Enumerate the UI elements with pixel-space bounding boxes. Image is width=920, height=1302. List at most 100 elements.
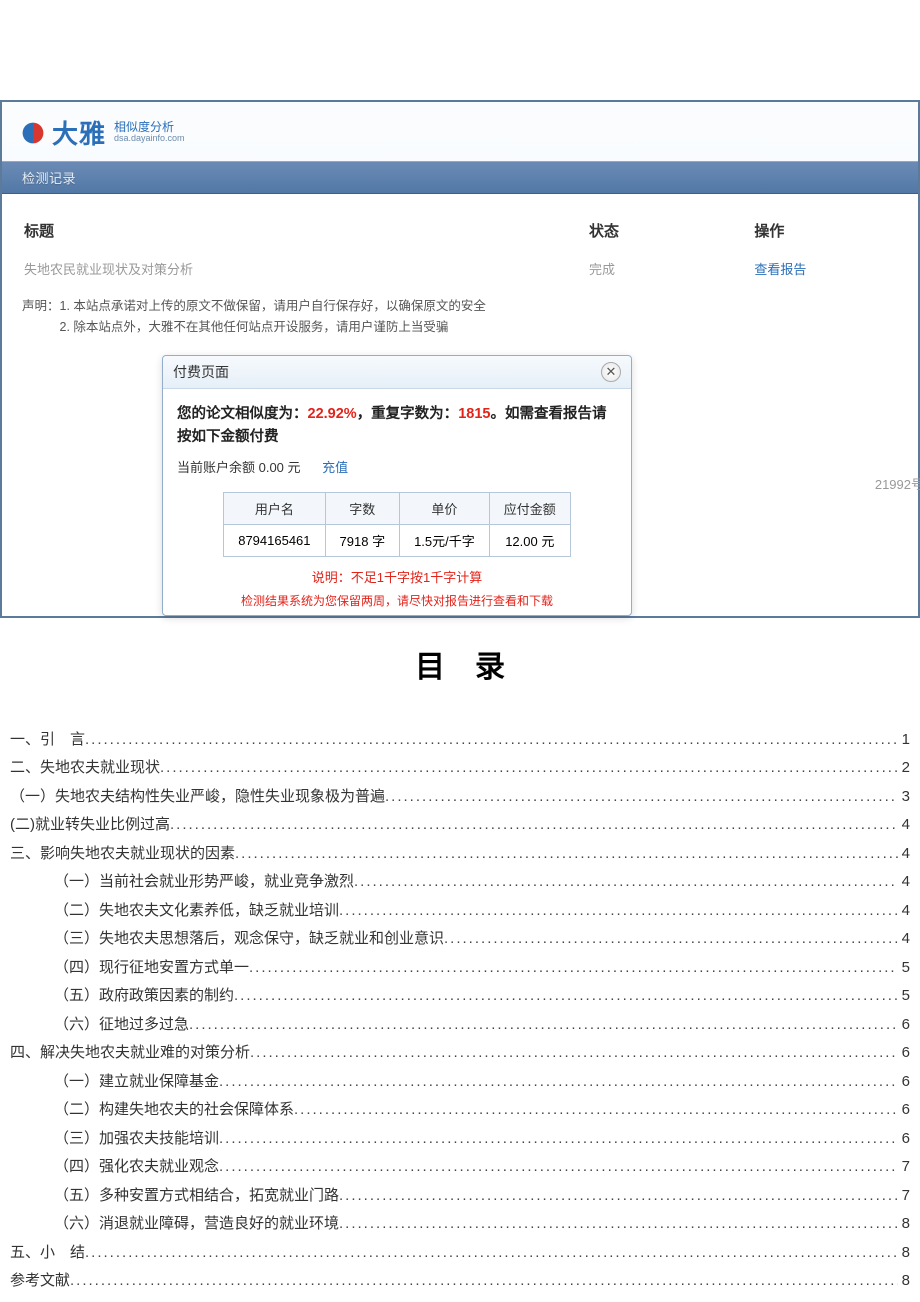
- toc-label: 一、引 言: [10, 726, 85, 755]
- repeat-count: 1815: [458, 406, 490, 422]
- modal-titlebar: 付费页面 ✕: [163, 356, 631, 389]
- toc-label: （三）失地农夫思想落后，观念保守，缺乏就业和创业意识: [54, 925, 444, 954]
- toc-label: (二)就业转失业比例过高: [10, 811, 170, 840]
- toc-entry[interactable]: （四）强化农夫就业观念 7: [10, 1153, 910, 1182]
- toc-entry[interactable]: 五、小 结 8: [10, 1239, 910, 1268]
- toc-page: 6: [898, 1039, 910, 1068]
- table-of-contents: 一、引 言 1二、失地农夫就业现状 2（一）失地农夫结构性失业严峻，隐性失业现象…: [0, 726, 920, 1296]
- toc-entry[interactable]: 一、引 言 1: [10, 726, 910, 755]
- main-content: 标题 状态 操作 失地农民就业现状及对策分析 完成 查看报告 声明：1. 本站点…: [2, 194, 918, 616]
- disclaimer: 声明：1. 本站点承诺对上传的原文不做保留，请用户自行保存好，以确保原文的安全 …: [2, 288, 918, 343]
- payment-modal: 付费页面 ✕ 您的论文相似度为：22.92%，重复字数为：1815。如需查看报告…: [162, 355, 632, 616]
- toc-page: 4: [898, 925, 910, 954]
- disclaimer-line: 2. 除本站点外，大雅不在其他任何站点开设服务，请用户谨防上当受骗: [22, 317, 898, 338]
- toc-label: （二）构建失地农夫的社会保障体系: [54, 1096, 294, 1125]
- similarity-value: 22.92%: [308, 406, 357, 422]
- table-row: 失地农民就业现状及对策分析 完成 查看报告: [4, 251, 916, 286]
- toc-label: （五）政府政策因素的制约: [54, 982, 234, 1011]
- toc-entry[interactable]: （五）多种安置方式相结合，拓宽就业门路 7: [10, 1182, 910, 1211]
- toc-entry[interactable]: （三）失地农夫思想落后，观念保守，缺乏就业和创业意识 4: [10, 925, 910, 954]
- records-table: 标题 状态 操作 失地农民就业现状及对策分析 完成 查看报告: [2, 210, 918, 288]
- toc-leader-dots: [354, 868, 898, 897]
- toc-entry[interactable]: （一）建立就业保障基金 6: [10, 1068, 910, 1097]
- toc-leader-dots: [250, 1039, 898, 1068]
- balance-label: 当前账户余额 0.00 元: [177, 460, 301, 475]
- toc-entry[interactable]: 参考文献 8: [10, 1267, 910, 1296]
- toc-leader-dots: [339, 897, 898, 926]
- col-title: 标题: [4, 212, 567, 249]
- price-table: 用户名 字数 单价 应付金额 8794165461 7918 字 1.5元/千字…: [223, 492, 571, 557]
- toc-label: （六）消退就业障碍，营造良好的就业环境: [54, 1210, 339, 1239]
- col-action: 操作: [734, 212, 916, 249]
- price-cell: 8794165461: [224, 524, 325, 556]
- close-icon: ✕: [606, 364, 617, 380]
- cell-status: 完成: [569, 251, 732, 286]
- toc-page: 2: [898, 754, 910, 783]
- side-serial: 21992号: [875, 474, 920, 493]
- toc-label: （一）失地农夫结构性失业严峻，隐性失业现象极为普遍: [10, 783, 385, 812]
- toc-page: 6: [898, 1068, 910, 1097]
- logo-icon: [20, 120, 46, 146]
- price-cell: 7918 字: [325, 524, 400, 556]
- toc-entry[interactable]: （六）消退就业障碍，营造良好的就业环境 8: [10, 1210, 910, 1239]
- toc-leader-dots: [160, 754, 898, 783]
- toc-leader-dots: [170, 811, 898, 840]
- price-col: 用户名: [224, 492, 325, 524]
- toc-entry[interactable]: （一）当前社会就业形势严峻，就业竞争激烈 4: [10, 868, 910, 897]
- price-col: 应付金额: [489, 492, 570, 524]
- modal-body: 您的论文相似度为：22.92%，重复字数为：1815。如需查看报告请按如下金额付…: [163, 389, 631, 615]
- toc-page: 4: [898, 811, 910, 840]
- nav-tab-records[interactable]: 检测记录: [2, 161, 918, 194]
- toc-leader-dots: [189, 1011, 898, 1040]
- toc-entry[interactable]: （三）加强农夫技能培训 6: [10, 1125, 910, 1154]
- toc-leader-dots: [85, 726, 898, 755]
- toc-leader-dots: [219, 1068, 898, 1097]
- toc-leader-dots: [339, 1210, 898, 1239]
- toc-entry[interactable]: （六）征地过多过急 6: [10, 1011, 910, 1040]
- toc-leader-dots: [234, 982, 898, 1011]
- toc-leader-dots: [235, 840, 898, 869]
- toc-entry[interactable]: （五）政府政策因素的制约 5: [10, 982, 910, 1011]
- cell-title: 失地农民就业现状及对策分析: [4, 251, 567, 286]
- disclaimer-line: 声明：1. 本站点承诺对上传的原文不做保留，请用户自行保存好，以确保原文的安全: [22, 296, 898, 317]
- view-report-link[interactable]: 查看报告: [754, 262, 806, 277]
- rounding-note: 说明：不足1千字按1千字计算: [177, 567, 617, 586]
- toc-page: 6: [898, 1096, 910, 1125]
- toc-label: （五）多种安置方式相结合，拓宽就业门路: [54, 1182, 339, 1211]
- toc-label: 三、影响失地农夫就业现状的因素: [10, 840, 235, 869]
- toc-entry[interactable]: （二）失地农夫文化素养低，缺乏就业培训 4: [10, 897, 910, 926]
- toc-label: （一）建立就业保障基金: [54, 1068, 219, 1097]
- toc-entry[interactable]: （四）现行征地安置方式单一 5: [10, 954, 910, 983]
- price-cell: 1.5元/千字: [400, 524, 490, 556]
- toc-page: 1: [898, 726, 910, 755]
- toc-label: 参考文献: [10, 1267, 70, 1296]
- toc-leader-dots: [249, 954, 898, 983]
- toc-label: 五、小 结: [10, 1239, 85, 1268]
- toc-page: 8: [898, 1239, 910, 1268]
- toc-entry[interactable]: 二、失地农夫就业现状 2: [10, 754, 910, 783]
- toc-page: 3: [898, 783, 910, 812]
- modal-title: 付费页面: [173, 362, 229, 382]
- toc-entry[interactable]: （一）失地农夫结构性失业严峻，隐性失业现象极为普遍 3: [10, 783, 910, 812]
- toc-entry[interactable]: 四、解决失地农夫就业难的对策分析 6: [10, 1039, 910, 1068]
- brand-name: 大雅: [52, 114, 106, 151]
- toc-page: 5: [898, 982, 910, 1011]
- toc-label: 二、失地农夫就业现状: [10, 754, 160, 783]
- toc-entry[interactable]: 三、影响失地农夫就业现状的因素 4: [10, 840, 910, 869]
- col-status: 状态: [569, 212, 732, 249]
- toc-page: 8: [898, 1210, 910, 1239]
- toc-page: 4: [898, 840, 910, 869]
- toc-entry[interactable]: （二）构建失地农夫的社会保障体系 6: [10, 1096, 910, 1125]
- header: 大雅 相似度分析 dsa.dayainfo.com: [2, 102, 918, 161]
- toc-page: 8: [898, 1267, 910, 1296]
- toc-leader-dots: [219, 1125, 898, 1154]
- close-button[interactable]: ✕: [601, 362, 621, 382]
- app-window: 大雅 相似度分析 dsa.dayainfo.com 检测记录 标题 状态 操作 …: [0, 100, 920, 618]
- toc-page: 6: [898, 1011, 910, 1040]
- toc-label: （六）征地过多过急: [54, 1011, 189, 1040]
- toc-entry[interactable]: (二)就业转失业比例过高 4: [10, 811, 910, 840]
- toc-label: 四、解决失地农夫就业难的对策分析: [10, 1039, 250, 1068]
- recharge-link[interactable]: 充值: [322, 460, 348, 475]
- toc-leader-dots: [444, 925, 898, 954]
- page-title: 目录: [0, 642, 920, 686]
